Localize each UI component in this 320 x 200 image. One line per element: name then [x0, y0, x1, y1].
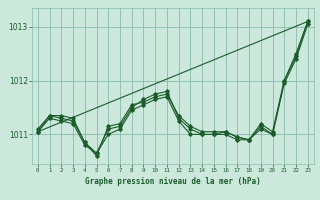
X-axis label: Graphe pression niveau de la mer (hPa): Graphe pression niveau de la mer (hPa)	[85, 177, 261, 186]
